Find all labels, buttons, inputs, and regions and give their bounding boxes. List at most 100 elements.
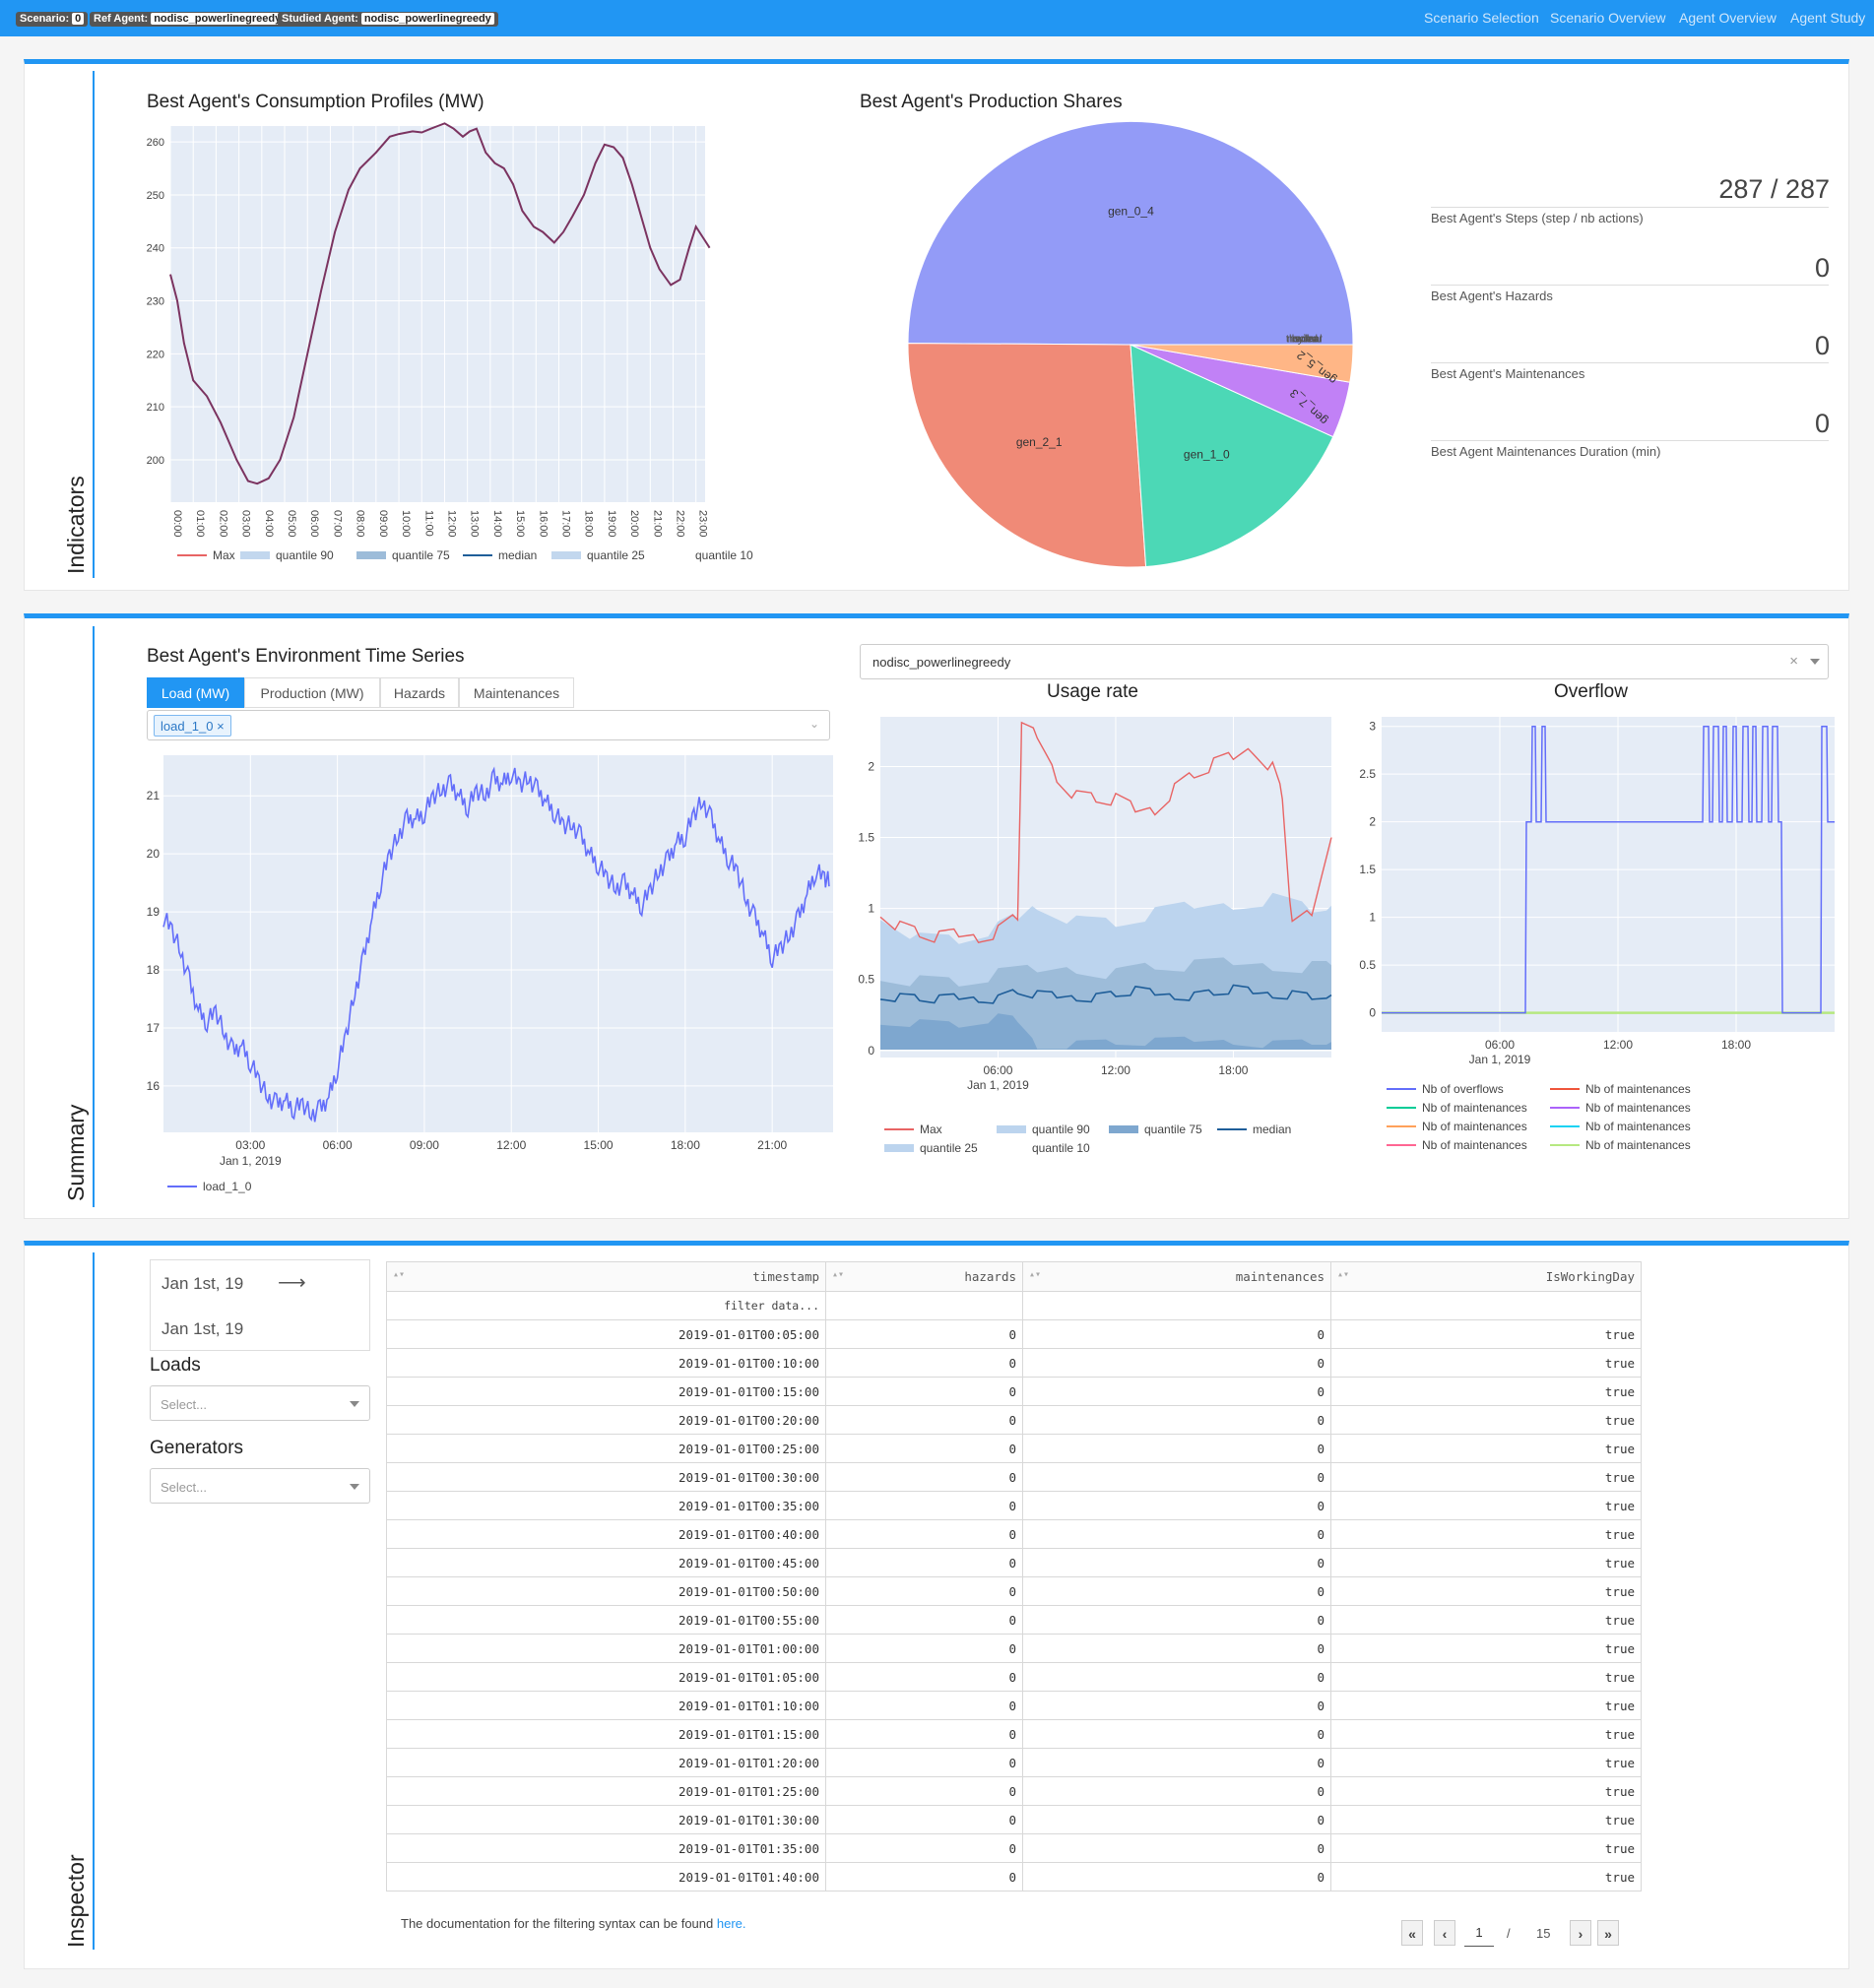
table-row[interactable]: 2019-01-01T01:35:00 0 0 true (386, 1833, 1642, 1863)
page-number-input[interactable]: 1 (1464, 1920, 1494, 1947)
date-range-picker[interactable]: Jan 1st, 19 ⟶ Jan 1st, 19 (150, 1259, 370, 1351)
table-cell[interactable]: true (1330, 1719, 1642, 1749)
table-cell[interactable]: true (1330, 1605, 1642, 1635)
table-cell[interactable]: true (1330, 1833, 1642, 1863)
table-cell[interactable]: 0 (825, 1548, 1023, 1577)
table-row[interactable]: 2019-01-01T01:20:00 0 0 true (386, 1748, 1642, 1777)
last-page-button[interactable]: » (1597, 1920, 1619, 1946)
table-cell[interactable]: true (1330, 1319, 1642, 1349)
table-cell[interactable]: 2019-01-01T00:35:00 (386, 1491, 826, 1520)
table-cell[interactable]: 2019-01-01T01:40:00 (386, 1862, 826, 1892)
table-row[interactable]: 2019-01-01T00:05:00 0 0 true (386, 1319, 1642, 1349)
table-cell[interactable]: 0 (825, 1348, 1023, 1378)
table-cell[interactable]: 0 (1022, 1719, 1331, 1749)
table-cell[interactable]: 0 (1022, 1691, 1331, 1720)
production-pie-chart[interactable]: gen_0_4gen_2_1gen_1_0gen_7_3gen_5_2therm… (886, 118, 1379, 571)
date-start-input[interactable]: Jan 1st, 19 (162, 1274, 244, 1293)
column-header[interactable]: ▴▾ maintenances (1022, 1261, 1331, 1292)
table-cell[interactable]: true (1330, 1662, 1642, 1692)
table-cell[interactable]: 0 (825, 1862, 1023, 1892)
table-cell[interactable]: 2019-01-01T01:20:00 (386, 1748, 826, 1777)
loads-select[interactable]: Select... (150, 1385, 370, 1421)
table-cell[interactable]: 0 (1022, 1548, 1331, 1577)
table-row[interactable]: 2019-01-01T00:45:00 0 0 true (386, 1548, 1642, 1577)
table-cell[interactable]: 0 (825, 1319, 1023, 1349)
table-cell[interactable]: 2019-01-01T00:40:00 (386, 1519, 826, 1549)
table-row[interactable]: 2019-01-01T01:10:00 0 0 true (386, 1691, 1642, 1720)
table-cell[interactable]: 0 (825, 1748, 1023, 1777)
table-cell[interactable]: 0 (825, 1805, 1023, 1834)
nav-agent-study[interactable]: Agent Study (1790, 10, 1866, 26)
table-cell[interactable]: 2019-01-01T01:15:00 (386, 1719, 826, 1749)
table-cell[interactable]: 0 (1022, 1491, 1331, 1520)
table-cell[interactable]: 0 (825, 1634, 1023, 1663)
table-cell[interactable]: 2019-01-01T01:05:00 (386, 1662, 826, 1692)
date-end-input[interactable]: Jan 1st, 19 (162, 1319, 244, 1338)
selected-chip-load[interactable]: load_1_0 × (154, 715, 231, 737)
table-cell[interactable]: 0 (1022, 1434, 1331, 1463)
table-cell[interactable]: 0 (825, 1462, 1023, 1492)
column-filter-input[interactable] (825, 1291, 1023, 1320)
sort-icon[interactable]: ▴▾ (393, 1269, 406, 1280)
table-cell[interactable]: 2019-01-01T00:50:00 (386, 1576, 826, 1606)
table-row[interactable]: 2019-01-01T00:30:00 0 0 true (386, 1462, 1642, 1492)
caret-down-icon[interactable] (1810, 659, 1820, 665)
table-cell[interactable]: 0 (1022, 1862, 1331, 1892)
table-cell[interactable]: true (1330, 1491, 1642, 1520)
column-filter-input[interactable]: filter data... (386, 1291, 826, 1320)
table-cell[interactable]: true (1330, 1348, 1642, 1378)
column-header[interactable]: ▴▾ timestamp (386, 1261, 826, 1292)
table-cell[interactable]: true (1330, 1405, 1642, 1435)
table-cell[interactable]: true (1330, 1434, 1642, 1463)
table-cell[interactable]: 0 (825, 1519, 1023, 1549)
table-cell[interactable]: 2019-01-01T00:15:00 (386, 1377, 826, 1406)
table-cell[interactable]: 0 (825, 1405, 1023, 1435)
table-row[interactable]: 2019-01-01T01:15:00 0 0 true (386, 1719, 1642, 1749)
table-cell[interactable]: 0 (1022, 1805, 1331, 1834)
table-cell[interactable]: true (1330, 1548, 1642, 1577)
env-time-series-chart[interactable]: 03:00 06:00 09:00 12:00 15:00 18:00 21:00 Jan 1… (138, 748, 847, 1201)
table-cell[interactable]: 0 (1022, 1748, 1331, 1777)
table-cell[interactable]: 0 (825, 1662, 1023, 1692)
table-cell[interactable]: 0 (825, 1691, 1023, 1720)
tab-maintenances[interactable]: Maintenances (459, 677, 574, 708)
table-cell[interactable]: true (1330, 1634, 1642, 1663)
table-cell[interactable]: 0 (1022, 1405, 1331, 1435)
table-cell[interactable]: true (1330, 1776, 1642, 1806)
table-row[interactable]: 2019-01-01T00:20:00 0 0 true (386, 1405, 1642, 1435)
table-cell[interactable]: 0 (825, 1719, 1023, 1749)
generators-select[interactable]: Select... (150, 1468, 370, 1504)
usage-rate-chart[interactable]: 06:00 12:00 18:00 Jan 1, 2019 0 0.5 1 1.5 2 Max qu… (847, 711, 1339, 1164)
table-row[interactable]: 2019-01-01T01:40:00 0 0 true (386, 1862, 1642, 1892)
tab-hazards[interactable]: Hazards (380, 677, 459, 708)
table-cell[interactable]: 0 (1022, 1576, 1331, 1606)
filter-doc-link[interactable]: here. (716, 1916, 746, 1931)
table-cell[interactable]: true (1330, 1576, 1642, 1606)
nav-scenario-selection[interactable]: Scenario Selection (1424, 10, 1539, 26)
clear-icon[interactable]: × (1789, 653, 1798, 670)
column-header[interactable]: ▴▾ hazards (825, 1261, 1023, 1292)
table-cell[interactable]: true (1330, 1462, 1642, 1492)
table-cell[interactable]: 2019-01-01T01:35:00 (386, 1833, 826, 1863)
table-cell[interactable]: 2019-01-01T00:45:00 (386, 1548, 826, 1577)
chip-remove-icon[interactable]: × (217, 719, 225, 734)
sort-icon[interactable]: ▴▾ (832, 1269, 845, 1280)
table-cell[interactable]: true (1330, 1862, 1642, 1892)
table-cell[interactable]: true (1330, 1805, 1642, 1834)
sort-icon[interactable]: ▴▾ (1337, 1269, 1350, 1280)
table-cell[interactable]: 0 (825, 1491, 1023, 1520)
next-page-button[interactable]: › (1570, 1920, 1591, 1946)
table-cell[interactable]: 0 (1022, 1605, 1331, 1635)
table-cell[interactable]: 0 (825, 1776, 1023, 1806)
table-cell[interactable]: 0 (825, 1605, 1023, 1635)
table-row[interactable]: 2019-01-01T01:30:00 0 0 true (386, 1805, 1642, 1834)
table-cell[interactable]: 2019-01-01T00:05:00 (386, 1319, 826, 1349)
table-row[interactable]: 2019-01-01T00:25:00 0 0 true (386, 1434, 1642, 1463)
table-cell[interactable]: 2019-01-01T00:25:00 (386, 1434, 826, 1463)
table-cell[interactable]: 2019-01-01T00:20:00 (386, 1405, 826, 1435)
column-filter-input[interactable] (1022, 1291, 1331, 1320)
overflow-chart[interactable]: 06:00 12:00 18:00 Jan 1, 2019 0 0.5 1 1.5 2 2.5 3 N… (1349, 711, 1842, 1164)
table-row[interactable]: 2019-01-01T00:40:00 0 0 true (386, 1519, 1642, 1549)
table-cell[interactable]: true (1330, 1377, 1642, 1406)
table-row[interactable]: 2019-01-01T00:15:00 0 0 true (386, 1377, 1642, 1406)
